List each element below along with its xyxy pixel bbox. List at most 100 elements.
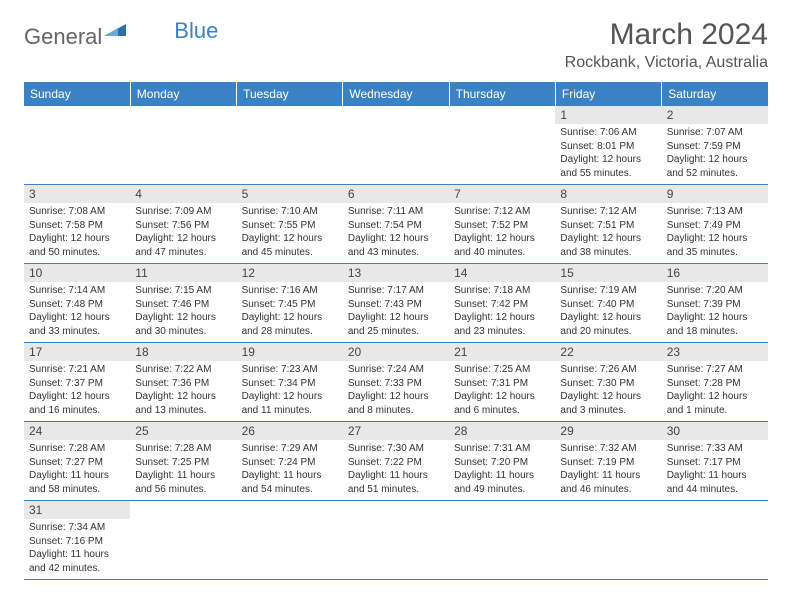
day-details: Sunrise: 7:12 AMSunset: 7:51 PMDaylight:…: [555, 203, 661, 263]
logo-text-general: General: [24, 24, 102, 50]
calendar-day-cell: 24Sunrise: 7:28 AMSunset: 7:27 PMDayligh…: [24, 422, 130, 501]
day-header: Monday: [130, 82, 236, 106]
calendar-week-row: 17Sunrise: 7:21 AMSunset: 7:37 PMDayligh…: [24, 343, 768, 422]
day-header: Friday: [555, 82, 661, 106]
calendar-day-cell: 5Sunrise: 7:10 AMSunset: 7:55 PMDaylight…: [237, 185, 343, 264]
day-number: 21: [449, 343, 555, 361]
day-details: Sunrise: 7:31 AMSunset: 7:20 PMDaylight:…: [449, 440, 555, 500]
day-number: 15: [555, 264, 661, 282]
calendar-day-cell: 30Sunrise: 7:33 AMSunset: 7:17 PMDayligh…: [662, 422, 768, 501]
calendar-table: SundayMondayTuesdayWednesdayThursdayFrid…: [24, 82, 768, 580]
calendar-empty-cell: [24, 106, 130, 185]
calendar-empty-cell: [130, 501, 236, 580]
page-header: General Blue March 2024 Rockbank, Victor…: [24, 18, 768, 72]
day-details: Sunrise: 7:30 AMSunset: 7:22 PMDaylight:…: [343, 440, 449, 500]
calendar-day-cell: 1Sunrise: 7:06 AMSunset: 8:01 PMDaylight…: [555, 106, 661, 185]
calendar-empty-cell: [662, 501, 768, 580]
calendar-day-cell: 14Sunrise: 7:18 AMSunset: 7:42 PMDayligh…: [449, 264, 555, 343]
day-number: 1: [555, 106, 661, 124]
day-details: Sunrise: 7:27 AMSunset: 7:28 PMDaylight:…: [662, 361, 768, 421]
day-header: Tuesday: [237, 82, 343, 106]
calendar-day-cell: 12Sunrise: 7:16 AMSunset: 7:45 PMDayligh…: [237, 264, 343, 343]
day-details: Sunrise: 7:08 AMSunset: 7:58 PMDaylight:…: [24, 203, 130, 263]
day-number: 31: [24, 501, 130, 519]
day-number: 17: [24, 343, 130, 361]
day-number: 20: [343, 343, 449, 361]
calendar-day-cell: 10Sunrise: 7:14 AMSunset: 7:48 PMDayligh…: [24, 264, 130, 343]
day-details: Sunrise: 7:14 AMSunset: 7:48 PMDaylight:…: [24, 282, 130, 342]
calendar-header-row: SundayMondayTuesdayWednesdayThursdayFrid…: [24, 82, 768, 106]
day-details: Sunrise: 7:34 AMSunset: 7:16 PMDaylight:…: [24, 519, 130, 579]
day-number: 26: [237, 422, 343, 440]
calendar-day-cell: 28Sunrise: 7:31 AMSunset: 7:20 PMDayligh…: [449, 422, 555, 501]
day-details: Sunrise: 7:21 AMSunset: 7:37 PMDaylight:…: [24, 361, 130, 421]
location-text: Rockbank, Victoria, Australia: [565, 54, 768, 72]
day-details: Sunrise: 7:19 AMSunset: 7:40 PMDaylight:…: [555, 282, 661, 342]
day-number: 7: [449, 185, 555, 203]
calendar-day-cell: 23Sunrise: 7:27 AMSunset: 7:28 PMDayligh…: [662, 343, 768, 422]
day-details: Sunrise: 7:06 AMSunset: 8:01 PMDaylight:…: [555, 124, 661, 184]
calendar-day-cell: 6Sunrise: 7:11 AMSunset: 7:54 PMDaylight…: [343, 185, 449, 264]
day-header: Thursday: [449, 82, 555, 106]
day-details: Sunrise: 7:29 AMSunset: 7:24 PMDaylight:…: [237, 440, 343, 500]
day-number: 2: [662, 106, 768, 124]
calendar-day-cell: 21Sunrise: 7:25 AMSunset: 7:31 PMDayligh…: [449, 343, 555, 422]
day-details: Sunrise: 7:15 AMSunset: 7:46 PMDaylight:…: [130, 282, 236, 342]
day-number: 27: [343, 422, 449, 440]
day-number: 16: [662, 264, 768, 282]
calendar-empty-cell: [237, 106, 343, 185]
day-header: Wednesday: [343, 82, 449, 106]
calendar-day-cell: 26Sunrise: 7:29 AMSunset: 7:24 PMDayligh…: [237, 422, 343, 501]
day-header: Saturday: [662, 82, 768, 106]
day-details: Sunrise: 7:28 AMSunset: 7:27 PMDaylight:…: [24, 440, 130, 500]
day-number: 25: [130, 422, 236, 440]
day-details: Sunrise: 7:33 AMSunset: 7:17 PMDaylight:…: [662, 440, 768, 500]
day-details: Sunrise: 7:17 AMSunset: 7:43 PMDaylight:…: [343, 282, 449, 342]
day-number: 3: [24, 185, 130, 203]
calendar-empty-cell: [130, 106, 236, 185]
day-details: Sunrise: 7:25 AMSunset: 7:31 PMDaylight:…: [449, 361, 555, 421]
day-number: 13: [343, 264, 449, 282]
month-title: March 2024: [565, 18, 768, 52]
day-details: Sunrise: 7:22 AMSunset: 7:36 PMDaylight:…: [130, 361, 236, 421]
calendar-empty-cell: [449, 106, 555, 185]
calendar-day-cell: 13Sunrise: 7:17 AMSunset: 7:43 PMDayligh…: [343, 264, 449, 343]
calendar-day-cell: 9Sunrise: 7:13 AMSunset: 7:49 PMDaylight…: [662, 185, 768, 264]
day-header: Sunday: [24, 82, 130, 106]
day-number: 14: [449, 264, 555, 282]
calendar-week-row: 24Sunrise: 7:28 AMSunset: 7:27 PMDayligh…: [24, 422, 768, 501]
calendar-body: 1Sunrise: 7:06 AMSunset: 8:01 PMDaylight…: [24, 106, 768, 580]
day-details: Sunrise: 7:26 AMSunset: 7:30 PMDaylight:…: [555, 361, 661, 421]
calendar-day-cell: 2Sunrise: 7:07 AMSunset: 7:59 PMDaylight…: [662, 106, 768, 185]
day-details: Sunrise: 7:32 AMSunset: 7:19 PMDaylight:…: [555, 440, 661, 500]
day-number: 5: [237, 185, 343, 203]
calendar-day-cell: 4Sunrise: 7:09 AMSunset: 7:56 PMDaylight…: [130, 185, 236, 264]
calendar-day-cell: 16Sunrise: 7:20 AMSunset: 7:39 PMDayligh…: [662, 264, 768, 343]
day-details: Sunrise: 7:11 AMSunset: 7:54 PMDaylight:…: [343, 203, 449, 263]
calendar-day-cell: 22Sunrise: 7:26 AMSunset: 7:30 PMDayligh…: [555, 343, 661, 422]
day-details: Sunrise: 7:13 AMSunset: 7:49 PMDaylight:…: [662, 203, 768, 263]
calendar-empty-cell: [237, 501, 343, 580]
day-details: Sunrise: 7:12 AMSunset: 7:52 PMDaylight:…: [449, 203, 555, 263]
day-details: Sunrise: 7:18 AMSunset: 7:42 PMDaylight:…: [449, 282, 555, 342]
day-number: 24: [24, 422, 130, 440]
calendar-day-cell: 17Sunrise: 7:21 AMSunset: 7:37 PMDayligh…: [24, 343, 130, 422]
day-details: Sunrise: 7:28 AMSunset: 7:25 PMDaylight:…: [130, 440, 236, 500]
day-number: 6: [343, 185, 449, 203]
day-number: 30: [662, 422, 768, 440]
calendar-week-row: 10Sunrise: 7:14 AMSunset: 7:48 PMDayligh…: [24, 264, 768, 343]
calendar-day-cell: 31Sunrise: 7:34 AMSunset: 7:16 PMDayligh…: [24, 501, 130, 580]
day-number: 28: [449, 422, 555, 440]
day-number: 10: [24, 264, 130, 282]
calendar-day-cell: 25Sunrise: 7:28 AMSunset: 7:25 PMDayligh…: [130, 422, 236, 501]
day-number: 4: [130, 185, 236, 203]
day-number: 9: [662, 185, 768, 203]
day-details: Sunrise: 7:10 AMSunset: 7:55 PMDaylight:…: [237, 203, 343, 263]
calendar-day-cell: 27Sunrise: 7:30 AMSunset: 7:22 PMDayligh…: [343, 422, 449, 501]
calendar-day-cell: 11Sunrise: 7:15 AMSunset: 7:46 PMDayligh…: [130, 264, 236, 343]
calendar-week-row: 3Sunrise: 7:08 AMSunset: 7:58 PMDaylight…: [24, 185, 768, 264]
calendar-empty-cell: [343, 106, 449, 185]
day-number: 29: [555, 422, 661, 440]
calendar-empty-cell: [449, 501, 555, 580]
calendar-week-row: 1Sunrise: 7:06 AMSunset: 8:01 PMDaylight…: [24, 106, 768, 185]
